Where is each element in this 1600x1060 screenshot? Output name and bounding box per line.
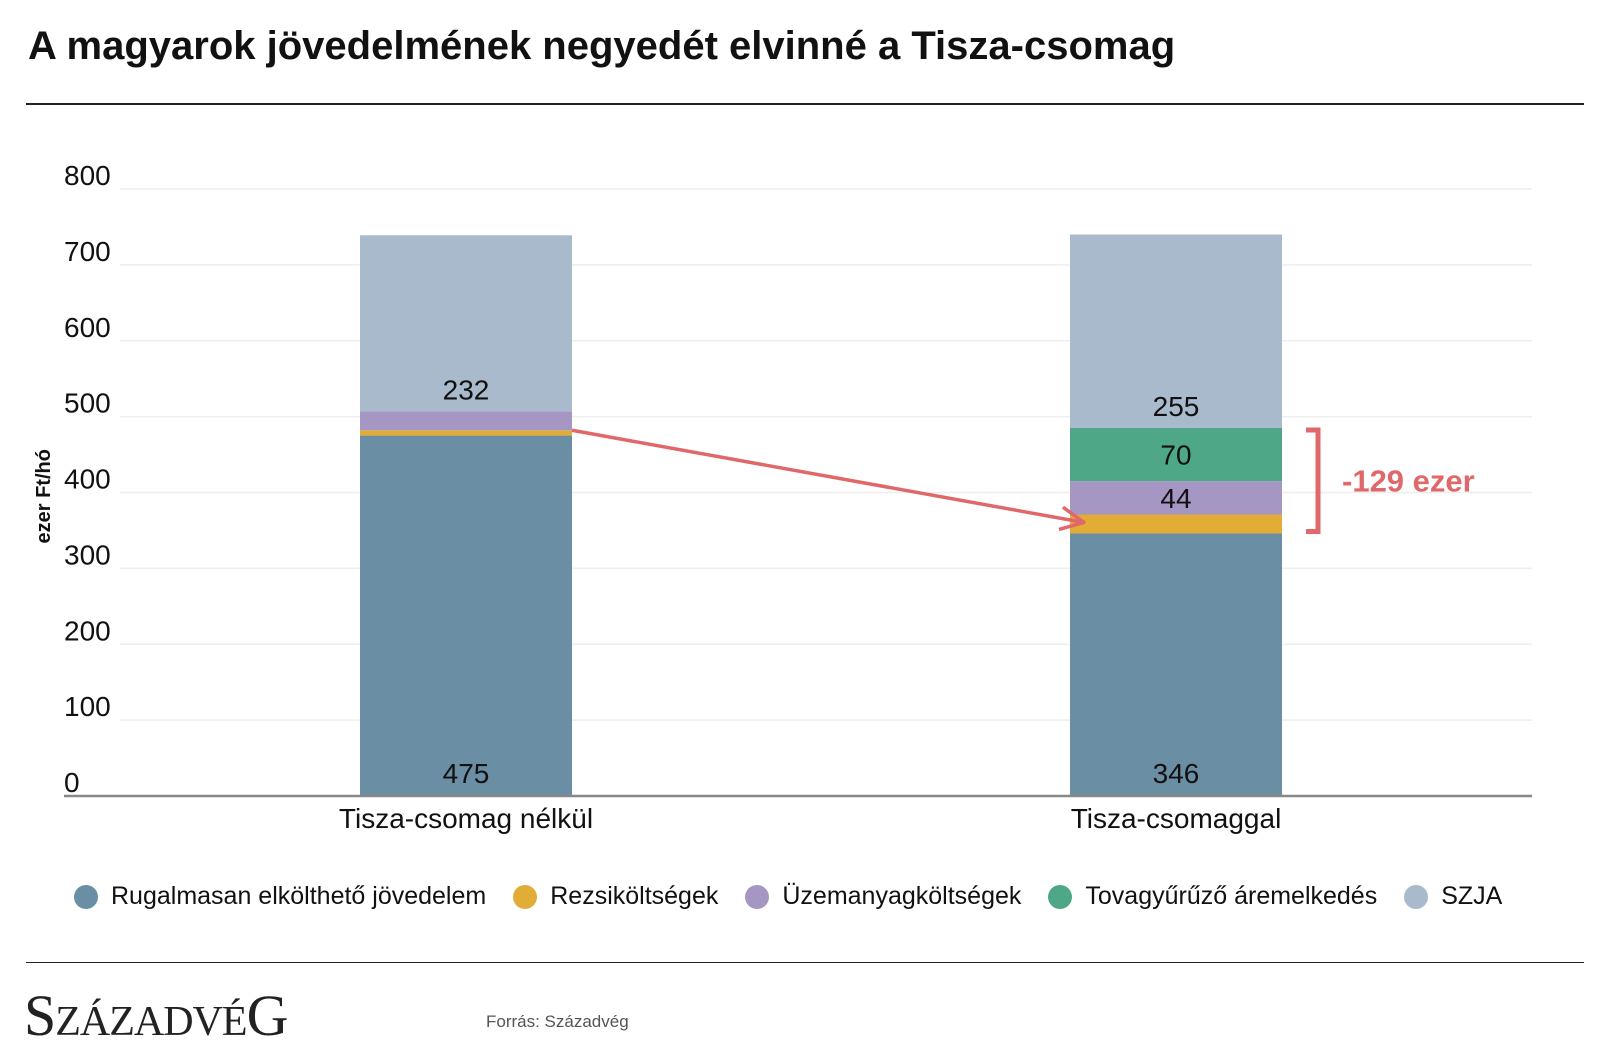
bar-segment bbox=[360, 435, 572, 796]
difference-bracket bbox=[1306, 427, 1321, 534]
bar-segment bbox=[1070, 428, 1282, 482]
legend-item: Üzemanyagköltségek bbox=[745, 882, 1021, 911]
legend-label: Üzemanyagköltségek bbox=[782, 882, 1022, 910]
bar-segment bbox=[1070, 533, 1282, 796]
legend-label: Rugalmasan elkölthető jövedelem bbox=[111, 882, 487, 910]
y-tick-label: 500 bbox=[64, 388, 111, 419]
title-divider bbox=[26, 103, 1584, 105]
y-tick-label: 400 bbox=[64, 464, 111, 495]
y-tick-label: 600 bbox=[64, 312, 111, 343]
y-tick-label: 800 bbox=[64, 160, 111, 191]
szazadveg-logo: SZÁZADVÉG bbox=[24, 983, 288, 1048]
bar-segment bbox=[1070, 514, 1282, 534]
bar-segment bbox=[1070, 234, 1282, 429]
legend-swatch bbox=[513, 884, 538, 909]
y-tick-label: 100 bbox=[64, 691, 111, 722]
bar-segment bbox=[1070, 481, 1282, 515]
bar-segment bbox=[360, 235, 572, 412]
x-tick-label: Tisza-csomaggal bbox=[1071, 803, 1282, 834]
legend-swatch bbox=[74, 884, 98, 909]
y-tick-label: 700 bbox=[64, 236, 111, 267]
data-label: 232 bbox=[443, 374, 490, 405]
legend-swatch bbox=[1404, 884, 1429, 909]
y-tick-label: 0 bbox=[64, 767, 80, 798]
legend-item: Rezsiköltségek bbox=[513, 882, 718, 911]
bar-segment bbox=[360, 430, 572, 436]
y-tick-label: 300 bbox=[64, 539, 111, 570]
source-note: Forrás: Századvég bbox=[486, 1012, 629, 1031]
y-tick-label: 200 bbox=[64, 615, 111, 646]
data-label: 70 bbox=[1160, 440, 1191, 471]
footer-divider bbox=[26, 962, 1584, 963]
difference-annotation: -129 ezer bbox=[1342, 464, 1475, 499]
data-label: 475 bbox=[443, 758, 490, 789]
chart-title: A magyarok jövedelmének negyedét elvinné… bbox=[28, 24, 1176, 68]
arrow-line bbox=[571, 428, 1085, 525]
legend-swatch bbox=[1048, 884, 1073, 909]
legend-label: Tovagyűrűző áremelkedés bbox=[1085, 882, 1378, 910]
y-axis-title: ezer Ft/hó bbox=[33, 449, 55, 543]
data-label: 255 bbox=[1153, 391, 1200, 422]
legend-item: Rugalmasan elkölthető jövedelem bbox=[74, 882, 486, 911]
bar-segment bbox=[360, 411, 572, 431]
chart-legend: Rugalmasan elkölthető jövedelem Rezsikölt… bbox=[74, 882, 1529, 911]
data-label: 44 bbox=[1160, 483, 1191, 514]
stacked-bar-chart: 0 100 200 300 400 500 600 700 800 ezer Ft/hó Tisza… bbox=[33, 160, 1532, 834]
legend-item: Tovagyűrűző áremelkedés bbox=[1048, 882, 1377, 911]
x-tick-label: Tisza-csomag nélkül bbox=[339, 803, 593, 834]
arrowhead bbox=[1058, 505, 1086, 532]
legend-label: Rezsiköltségek bbox=[550, 882, 719, 910]
legend-swatch bbox=[745, 884, 770, 909]
data-label: 346 bbox=[1153, 758, 1200, 789]
legend-label: SZJA bbox=[1441, 882, 1503, 910]
legend-item: SZJA bbox=[1404, 882, 1502, 911]
